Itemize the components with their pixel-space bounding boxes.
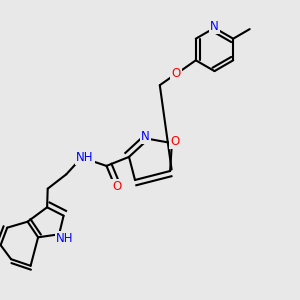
- Text: NH: NH: [76, 151, 94, 164]
- Text: N: N: [210, 20, 219, 33]
- Text: N: N: [141, 130, 150, 143]
- Text: O: O: [170, 135, 179, 148]
- Text: O: O: [172, 67, 181, 80]
- Text: O: O: [112, 180, 122, 194]
- Text: NH: NH: [56, 232, 73, 245]
